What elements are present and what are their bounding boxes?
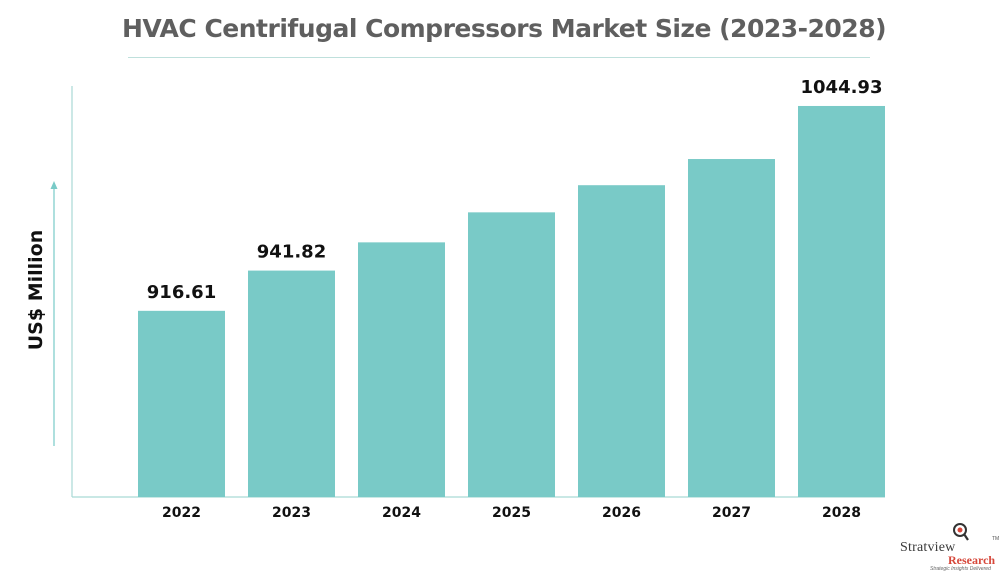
data-label-2022: 916.61 (147, 282, 216, 303)
x-tick-2028: 2028 (822, 505, 861, 521)
stratview-logo: Stratview TM Research Strategic Insights… (900, 522, 1004, 572)
x-tick-2023: 2023 (272, 505, 311, 521)
x-tick-2024: 2024 (382, 505, 421, 521)
y-axis-label: US$ Million (25, 229, 47, 351)
x-tick-2027: 2027 (712, 505, 751, 521)
logo-name: Stratview (900, 540, 956, 555)
data-label-2028: 1044.93 (801, 77, 883, 98)
logo-trademark: TM (992, 536, 1000, 542)
x-tick-2026: 2026 (602, 505, 641, 521)
x-tick-2022: 2022 (162, 505, 201, 521)
bar-2022 (138, 310, 225, 497)
title-divider (128, 57, 870, 58)
logo-research: Research (948, 553, 996, 567)
magnifier-logo-icon (953, 523, 969, 541)
chart-title: HVAC Centrifugal Compressors Market Size… (121, 14, 887, 43)
logo-tagline: Strategic Insights Delivered (930, 566, 991, 572)
y-axis-arrow-head (50, 181, 58, 189)
bar-2024 (358, 242, 445, 497)
bar-2028 (798, 105, 885, 497)
bar-2027 (688, 159, 775, 497)
data-label-2023: 941.82 (257, 242, 326, 263)
x-tick-2025: 2025 (492, 505, 531, 521)
bar-2025 (468, 212, 555, 497)
bar-2023 (248, 270, 335, 497)
bar-2026 (578, 185, 665, 497)
